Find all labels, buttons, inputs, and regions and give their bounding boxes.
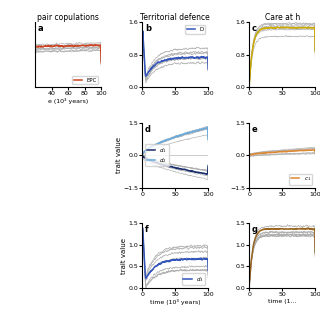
X-axis label: e (10³ years): e (10³ years) [48,98,88,104]
Text: b: b [145,24,151,33]
Y-axis label: trait value: trait value [116,137,122,173]
Text: g: g [252,225,258,234]
Title: pair copulations: pair copulations [37,12,99,22]
Y-axis label: trait value: trait value [121,238,127,274]
Legend: $c_1$: $c_1$ [289,173,312,185]
Legend: $d_3$: $d_3$ [182,273,205,285]
Text: c: c [252,24,257,33]
Legend: D: D [185,25,205,34]
Text: e: e [252,125,258,134]
Text: d: d [145,125,151,134]
X-axis label: time (10³ years): time (10³ years) [150,299,201,305]
Legend: $d_1$, $d_2$: $d_1$, $d_2$ [145,144,169,166]
X-axis label: time (1...: time (1... [268,299,296,304]
Text: f: f [145,225,148,234]
Text: a: a [38,24,44,33]
Title: Care at h: Care at h [265,12,300,22]
Title: Territorial defence: Territorial defence [140,12,210,22]
Legend: EPC: EPC [72,76,99,84]
